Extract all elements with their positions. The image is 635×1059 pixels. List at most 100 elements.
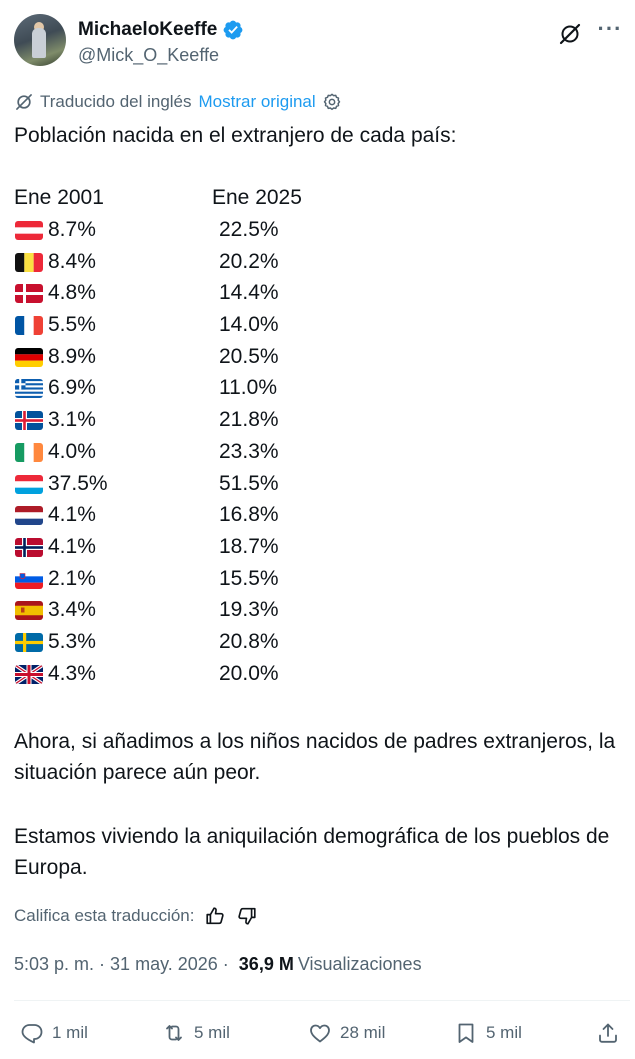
value-2001: 8.9% <box>48 344 96 368</box>
value-2025: 21.8% <box>219 408 279 432</box>
views-label: Visualizaciones <box>297 954 422 974</box>
ireland-flag-icon <box>15 442 43 462</box>
post-time[interactable]: 5:03 p. m. <box>14 954 95 974</box>
value-2025: 14.4% <box>219 281 279 305</box>
gear-icon[interactable] <box>322 92 342 112</box>
meta-separator: · <box>99 954 106 974</box>
value-2025: 20.5% <box>219 344 279 368</box>
list-item: 4.0% 23.3% <box>14 436 414 468</box>
uk-flag-icon <box>15 664 43 684</box>
share-icon <box>599 1023 617 1043</box>
value-2025: 18.7% <box>219 534 279 558</box>
value-2001: 37.5% <box>48 471 108 495</box>
column-header-2025: Ene 2025 <box>212 186 302 209</box>
list-item: 4.8% 14.4% <box>14 277 414 309</box>
repost-icon <box>166 1025 182 1041</box>
sweden-flag-icon <box>15 632 43 652</box>
rate-translation-label: Califica esta traducción: <box>14 906 195 925</box>
value-2001: 3.1% <box>48 408 96 432</box>
post-paragraph-2: Ahora, si añadimos a los niños nacidos d… <box>14 730 616 784</box>
post-paragraph-3: Estamos viviendo la aniquilación demográ… <box>14 825 610 879</box>
value-2001: 8.7% <box>48 218 96 241</box>
grok-icon[interactable] <box>558 22 582 46</box>
value-2001: 4.0% <box>48 439 96 463</box>
value-2025: 20.0% <box>219 661 279 685</box>
column-header-2001: Ene 2001 <box>14 186 104 209</box>
list-item: 37.5% 51.5% <box>14 468 414 500</box>
value-2001: 4.8% <box>48 281 96 305</box>
repost-button[interactable]: 5 mil <box>162 1017 230 1049</box>
value-2025: 20.2% <box>219 249 279 273</box>
list-item: 4.3% 20.0% <box>14 658 414 690</box>
austria-flag-icon <box>15 221 43 240</box>
list-item: 4.1% 16.8% <box>14 499 414 531</box>
handle[interactable]: @Mick_O_Keeffe <box>78 45 220 65</box>
germany-flag-icon <box>15 347 43 367</box>
list-item: 8.9% 20.5% <box>14 341 414 373</box>
slovenia-flag-icon <box>15 569 43 589</box>
value-2001: 2.1% <box>48 566 96 590</box>
avatar-figure-shape <box>32 28 46 58</box>
divider <box>14 1000 630 1001</box>
show-original-link[interactable]: Mostrar original <box>198 92 316 111</box>
value-2001: 5.5% <box>48 313 96 337</box>
reply-icon <box>21 1024 43 1044</box>
list-item: 3.1% 21.8% <box>14 404 414 436</box>
grok-translate-icon <box>16 94 32 110</box>
value-2001: 4.3% <box>48 661 96 685</box>
bookmark-button[interactable]: 5 mil <box>454 1017 522 1049</box>
belgium-flag-icon <box>15 252 43 272</box>
country-list: 8.7% 22.5% 8.4% 20.2% 4.8% 14.4% 5.5% 14… <box>14 214 414 689</box>
reply-count: 1 mil <box>52 1023 88 1042</box>
repost-count: 5 mil <box>194 1023 230 1042</box>
denmark-flag-icon <box>15 284 43 304</box>
value-2025: 16.8% <box>219 503 279 527</box>
luxembourg-flag-icon <box>15 474 43 494</box>
more-icon[interactable]: ··· <box>597 16 623 41</box>
bookmark-count: 5 mil <box>486 1023 522 1042</box>
value-2025: 23.3% <box>219 439 279 463</box>
bookmark-icon <box>458 1023 474 1043</box>
value-2025: 11.0% <box>219 376 277 400</box>
verified-badge-icon[interactable] <box>222 19 244 41</box>
netherlands-flag-icon <box>15 506 43 526</box>
thumbs-up-icon[interactable] <box>204 905 226 927</box>
list-item: 4.1% 18.7% <box>14 531 414 563</box>
meta-separator: · <box>222 954 229 974</box>
display-name[interactable]: MichaeloKeeffe <box>78 19 218 40</box>
avatar[interactable] <box>14 14 66 66</box>
heart-icon <box>310 1024 330 1043</box>
value-2025: 20.8% <box>219 629 279 653</box>
value-2001: 4.1% <box>48 534 96 558</box>
share-button[interactable] <box>596 1017 620 1049</box>
value-2025: 22.5% <box>219 218 279 241</box>
value-2001: 8.4% <box>48 249 96 273</box>
greece-flag-icon <box>15 379 43 399</box>
rate-translation: Califica esta traducción: <box>14 903 258 929</box>
norway-flag-icon <box>15 537 43 557</box>
iceland-flag-icon <box>15 411 43 431</box>
post-meta: 5:03 p. m. · 31 may. 2026 · 36,9 M Visua… <box>14 954 422 975</box>
value-2001: 4.1% <box>48 503 96 527</box>
post-intro-text: Población nacida en el extranjero de cad… <box>14 124 457 147</box>
reply-button[interactable]: 1 mil <box>20 1017 88 1049</box>
list-item: 2.1% 15.5% <box>14 563 414 595</box>
avatar-head-shape <box>34 22 44 32</box>
thumbs-down-icon[interactable] <box>236 905 258 927</box>
value-2001: 5.3% <box>48 629 96 653</box>
post-date[interactable]: 31 may. 2026 <box>110 954 218 974</box>
spain-flag-icon <box>15 601 43 621</box>
value-2025: 14.0% <box>219 313 279 337</box>
list-item: 5.3% 20.8% <box>14 626 414 658</box>
like-count: 28 mil <box>340 1023 386 1042</box>
list-item: 5.5% 14.0% <box>14 309 414 341</box>
like-button[interactable]: 28 mil <box>308 1017 385 1049</box>
value-2001: 6.9% <box>48 376 96 400</box>
action-bar: 1 mil 5 mil 28 mil 5 mil <box>20 1017 625 1049</box>
name-row: MichaeloKeeffe <box>78 18 244 42</box>
value-2025: 51.5% <box>219 471 279 495</box>
translation-notice: Traducido del inglés Mostrar original <box>14 91 342 113</box>
value-2001: 3.4% <box>48 598 96 622</box>
views-count: 36,9 M <box>238 954 294 974</box>
translated-label: Traducido del inglés <box>40 92 192 111</box>
